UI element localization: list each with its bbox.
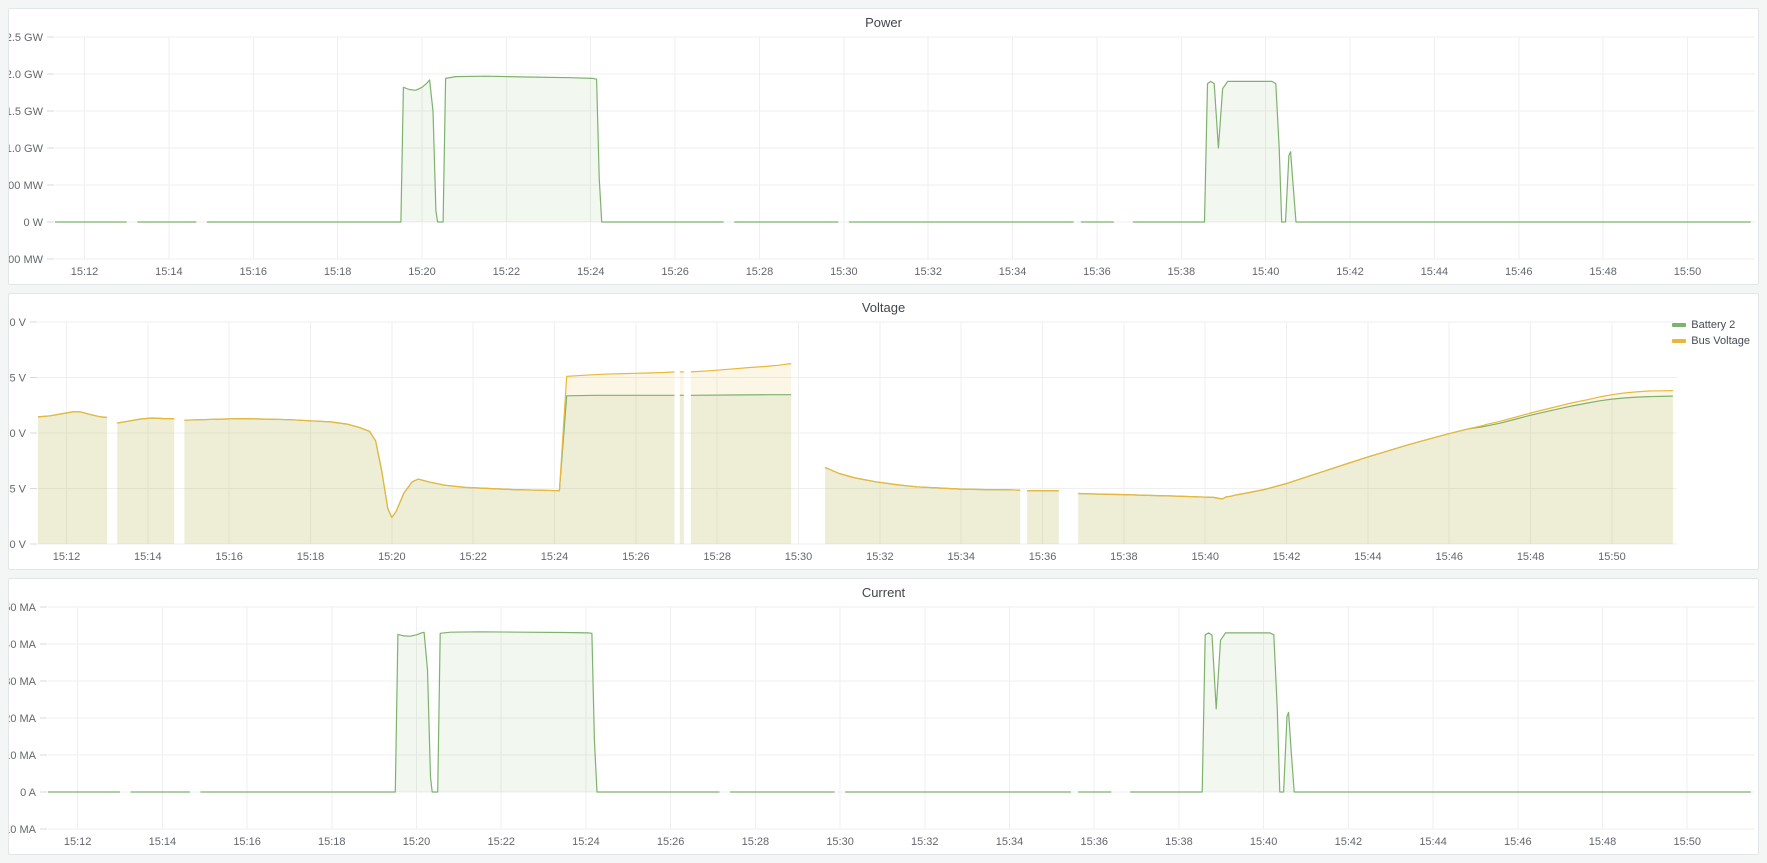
power-panel: Power 2.5 GW 2.0 GW 1.5 GW 1.0 GW 500 MW 0 W -… xyxy=(8,8,1759,285)
svg-text:15:36: 15:36 xyxy=(1029,551,1057,563)
svg-text:15:22: 15:22 xyxy=(487,836,515,848)
voltage-panel-title[interactable]: Voltage xyxy=(861,300,906,315)
voltage-panel: Voltage 60 V 55 V 50 V 45 V 40 V 15:12 15:14 15… xyxy=(8,293,1759,570)
legend-item-bus-voltage[interactable]: Bus Voltage xyxy=(1672,334,1750,348)
svg-text:15:46: 15:46 xyxy=(1505,266,1533,278)
svg-text:500 MW: 500 MW xyxy=(9,180,44,192)
svg-text:40 V: 40 V xyxy=(9,539,27,551)
svg-text:15:42: 15:42 xyxy=(1336,266,1364,278)
svg-text:15:30: 15:30 xyxy=(830,266,858,278)
svg-text:15:16: 15:16 xyxy=(239,266,267,278)
legend-item-battery-2[interactable]: Battery 2 xyxy=(1672,318,1750,332)
current-panel: Current 50 MA 40 MA 30 MA 20 MA 10 MA 0 A -10 … xyxy=(8,578,1759,855)
svg-text:15:18: 15:18 xyxy=(324,266,352,278)
svg-text:15:38: 15:38 xyxy=(1168,266,1196,278)
svg-text:15:32: 15:32 xyxy=(866,551,894,563)
power-chart[interactable]: 2.5 GW 2.0 GW 1.5 GW 1.0 GW 500 MW 0 W -500 MW… xyxy=(9,29,1758,280)
svg-text:15:50: 15:50 xyxy=(1598,551,1626,563)
svg-text:15:44: 15:44 xyxy=(1421,266,1449,278)
svg-text:1.5 GW: 1.5 GW xyxy=(9,106,44,118)
svg-text:0 W: 0 W xyxy=(23,217,43,229)
svg-text:50 MA: 50 MA xyxy=(9,602,37,614)
svg-text:15:12: 15:12 xyxy=(53,551,81,563)
svg-text:15:46: 15:46 xyxy=(1504,836,1532,848)
svg-text:15:22: 15:22 xyxy=(493,266,521,278)
svg-text:15:18: 15:18 xyxy=(297,551,325,563)
svg-text:15:28: 15:28 xyxy=(742,836,770,848)
svg-text:15:32: 15:32 xyxy=(911,836,939,848)
svg-text:40 MA: 40 MA xyxy=(9,639,37,651)
svg-text:15:50: 15:50 xyxy=(1674,266,1702,278)
svg-text:2.5 GW: 2.5 GW xyxy=(9,32,44,44)
svg-text:10 MA: 10 MA xyxy=(9,750,37,762)
power-panel-title[interactable]: Power xyxy=(865,15,902,30)
svg-text:15:44: 15:44 xyxy=(1419,836,1447,848)
svg-text:15:24: 15:24 xyxy=(572,836,600,848)
svg-text:15:12: 15:12 xyxy=(64,836,92,848)
svg-text:15:42: 15:42 xyxy=(1335,836,1363,848)
svg-text:15:12: 15:12 xyxy=(71,266,99,278)
svg-text:15:32: 15:32 xyxy=(914,266,942,278)
svg-text:-10 MA: -10 MA xyxy=(9,824,37,836)
current-panel-title[interactable]: Current xyxy=(861,585,906,600)
svg-text:0 A: 0 A xyxy=(20,787,37,799)
svg-text:15:20: 15:20 xyxy=(403,836,431,848)
svg-text:1.0 GW: 1.0 GW xyxy=(9,143,44,155)
svg-text:15:34: 15:34 xyxy=(947,551,975,563)
voltage-chart[interactable]: 60 V 55 V 50 V 45 V 40 V 15:12 15:14 15:16 15:18… xyxy=(9,314,1758,565)
svg-text:55 V: 55 V xyxy=(9,373,27,385)
svg-text:15:50: 15:50 xyxy=(1673,836,1701,848)
svg-text:15:24: 15:24 xyxy=(577,266,605,278)
svg-text:15:16: 15:16 xyxy=(233,836,261,848)
svg-text:30 MA: 30 MA xyxy=(9,676,37,688)
svg-text:50 V: 50 V xyxy=(9,428,27,440)
svg-text:15:42: 15:42 xyxy=(1273,551,1301,563)
svg-text:15:34: 15:34 xyxy=(999,266,1027,278)
svg-text:15:40: 15:40 xyxy=(1252,266,1280,278)
battery-2-series-swatch xyxy=(1672,323,1687,327)
svg-text:15:22: 15:22 xyxy=(459,551,487,563)
svg-text:15:18: 15:18 xyxy=(318,836,346,848)
svg-text:15:38: 15:38 xyxy=(1165,836,1193,848)
svg-text:15:36: 15:36 xyxy=(1080,836,1108,848)
svg-text:15:26: 15:26 xyxy=(657,836,685,848)
svg-text:45 V: 45 V xyxy=(9,484,27,496)
bus-voltage-series-label: Bus Voltage xyxy=(1691,335,1750,347)
svg-text:15:40: 15:40 xyxy=(1250,836,1278,848)
svg-text:-500 MW: -500 MW xyxy=(9,254,44,266)
current-chart[interactable]: 50 MA 40 MA 30 MA 20 MA 10 MA 0 A -10 MA 15:12 1… xyxy=(9,599,1758,850)
svg-text:15:48: 15:48 xyxy=(1589,836,1617,848)
svg-text:15:24: 15:24 xyxy=(541,551,569,563)
svg-text:15:48: 15:48 xyxy=(1517,551,1545,563)
svg-text:60 V: 60 V xyxy=(9,317,27,329)
svg-text:15:48: 15:48 xyxy=(1589,266,1617,278)
svg-text:15:20: 15:20 xyxy=(378,551,406,563)
svg-text:15:30: 15:30 xyxy=(826,836,854,848)
svg-text:15:40: 15:40 xyxy=(1191,551,1219,563)
svg-text:15:26: 15:26 xyxy=(622,551,650,563)
svg-text:15:14: 15:14 xyxy=(134,551,162,563)
svg-text:15:14: 15:14 xyxy=(149,836,177,848)
svg-text:15:38: 15:38 xyxy=(1110,551,1138,563)
voltage-legend: Battery 2 Bus Voltage xyxy=(1672,318,1750,348)
svg-text:15:16: 15:16 xyxy=(215,551,243,563)
svg-text:15:46: 15:46 xyxy=(1435,551,1463,563)
svg-text:20 MA: 20 MA xyxy=(9,713,37,725)
svg-text:15:44: 15:44 xyxy=(1354,551,1382,563)
svg-text:15:28: 15:28 xyxy=(746,266,774,278)
svg-text:15:34: 15:34 xyxy=(996,836,1024,848)
svg-text:15:20: 15:20 xyxy=(408,266,436,278)
svg-text:15:14: 15:14 xyxy=(155,266,183,278)
battery-2-series-label: Battery 2 xyxy=(1691,319,1736,331)
svg-text:15:28: 15:28 xyxy=(703,551,731,563)
svg-text:2.0 GW: 2.0 GW xyxy=(9,69,44,81)
bus-voltage-series-swatch xyxy=(1672,339,1687,343)
svg-text:15:36: 15:36 xyxy=(1083,266,1111,278)
svg-text:15:26: 15:26 xyxy=(661,266,689,278)
svg-text:15:30: 15:30 xyxy=(785,551,813,563)
